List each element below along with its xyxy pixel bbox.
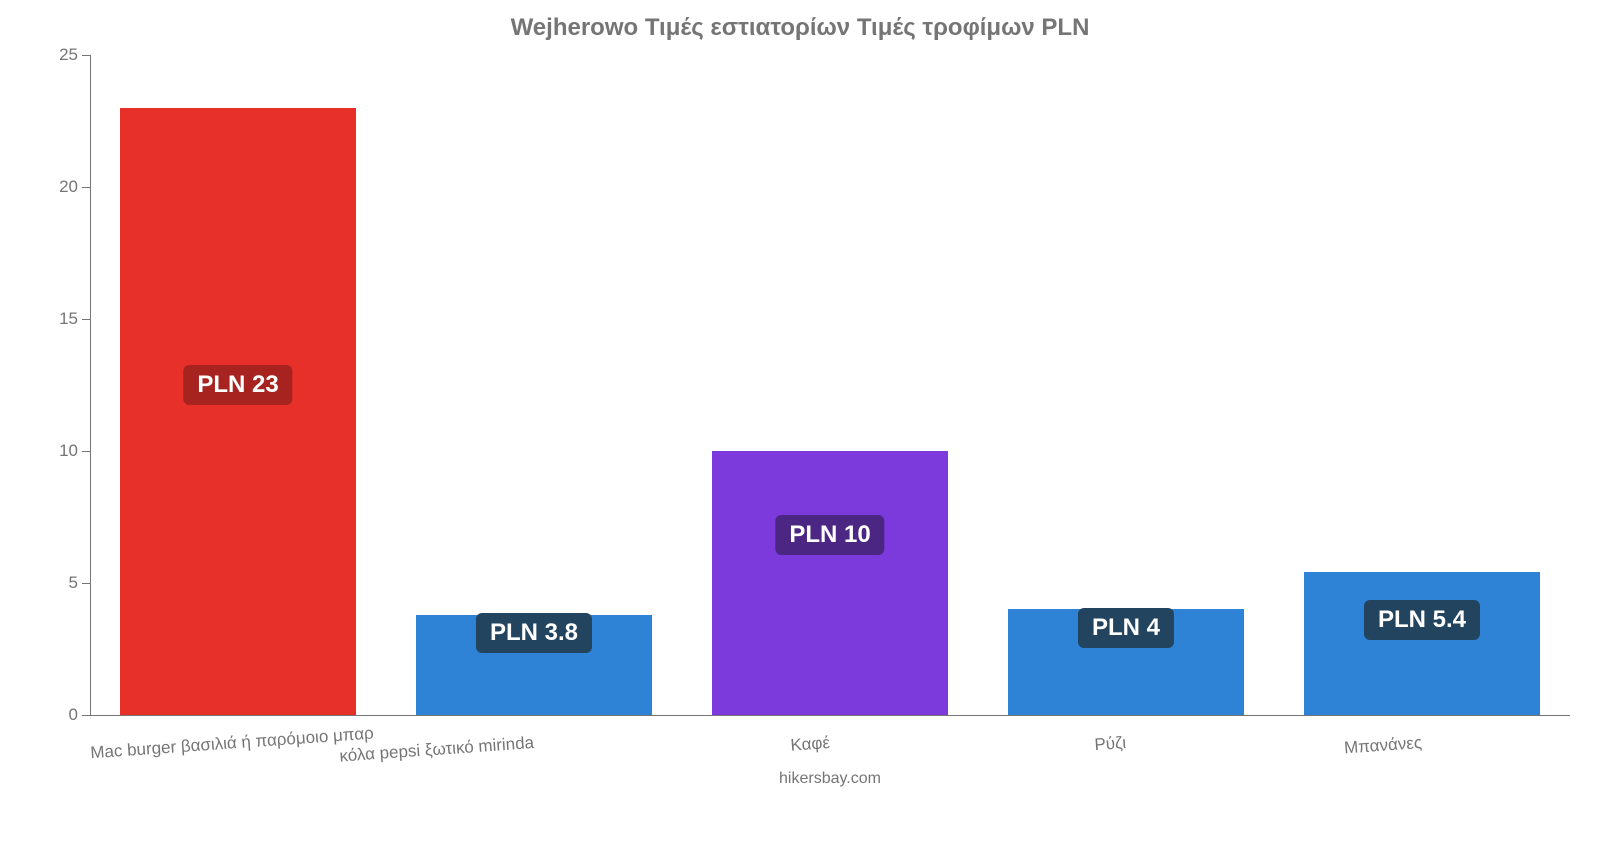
value-badge: PLN 5.4: [1364, 600, 1480, 640]
chart-title: Wejherowo Τιμές εστιατορίων Τιμές τροφίμ…: [0, 0, 1600, 42]
price-bar-chart: Wejherowo Τιμές εστιατορίων Τιμές τροφίμ…: [0, 0, 1600, 800]
y-axis-line: [90, 55, 91, 715]
plot-area: 0510152025PLN 23Mac burger βασιλιά ή παρ…: [90, 55, 1570, 715]
bar: [1304, 572, 1541, 715]
y-tick-label: 5: [69, 573, 78, 593]
y-tick-label: 20: [59, 177, 78, 197]
y-tick-label: 15: [59, 309, 78, 329]
y-tick-label: 25: [59, 45, 78, 65]
y-tick-mark: [82, 583, 90, 584]
y-tick-mark: [82, 55, 90, 56]
y-tick-mark: [82, 187, 90, 188]
bar: [712, 451, 949, 715]
value-badge: PLN 10: [775, 515, 884, 555]
y-tick-mark: [82, 451, 90, 452]
y-tick-label: 0: [69, 705, 78, 725]
y-tick-mark: [82, 715, 90, 716]
value-badge: PLN 3.8: [476, 613, 592, 653]
x-axis-baseline: [90, 715, 1570, 716]
value-badge: PLN 23: [183, 365, 292, 405]
value-badge: PLN 4: [1078, 608, 1174, 648]
attribution-text: hikersbay.com: [779, 770, 881, 788]
bar: [120, 108, 357, 715]
y-tick-mark: [82, 319, 90, 320]
y-tick-label: 10: [59, 441, 78, 461]
